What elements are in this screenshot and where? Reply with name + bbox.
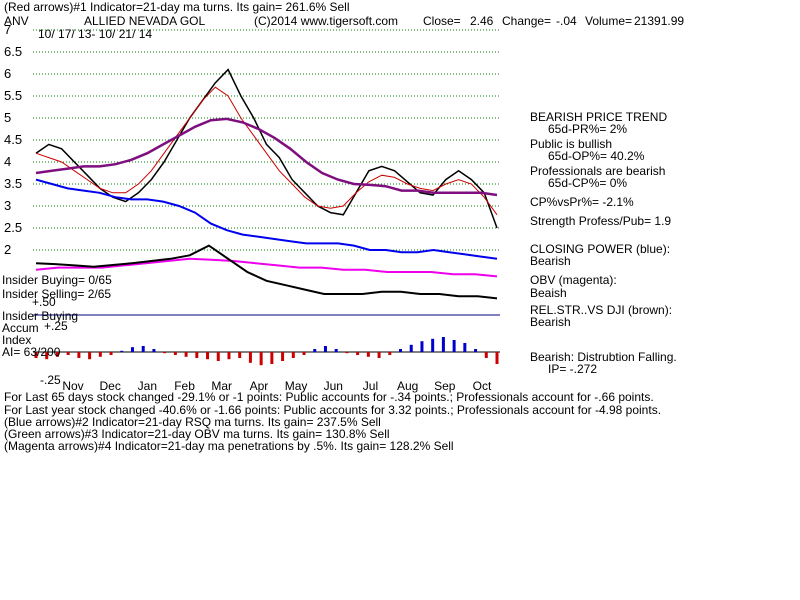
y-tick-label-1: 6.5 xyxy=(4,44,22,59)
relstr-title: REL.STR..VS DJI (brown): xyxy=(530,303,673,317)
trend-line: 65d-PR%= 2% xyxy=(548,122,628,136)
pros-line: 65d-CP%= 0% xyxy=(548,176,628,190)
pros-title: Professionals are bearish xyxy=(530,164,666,178)
x-tick-label-10: Sep xyxy=(434,379,456,393)
footer-line4: (Green arrows)#3 Indicator=21-day OBV ma… xyxy=(4,427,390,441)
ai-label: AI= 63/200 xyxy=(2,345,61,359)
footer-line1: For Last 65 days stock changed -29.1% or… xyxy=(4,390,654,404)
x-tick-label-2: Jan xyxy=(138,379,157,393)
volume-label: Volume= xyxy=(585,14,633,28)
ticker: ANV xyxy=(4,14,29,28)
public-title: Public is bullish xyxy=(530,137,613,151)
series-line-4 xyxy=(35,257,498,278)
footer-line2: For Last year stock changed -40.6% or -1… xyxy=(4,403,662,417)
y-tick-label-9: 2.5 xyxy=(4,220,22,235)
header-line1: (Red arrows)#1 Indicator=21-day ma turns… xyxy=(4,0,350,14)
series-line-0 xyxy=(35,68,498,229)
series-line-3 xyxy=(35,178,498,260)
accum-label: Accum xyxy=(2,321,39,335)
series-line-1 xyxy=(35,86,498,216)
x-tick-label-0: Nov xyxy=(62,379,83,393)
public-line: 65d-OP%= 40.2% xyxy=(548,149,645,163)
ip-line: IP= -.272 xyxy=(548,362,598,376)
x-tick-label-11: Oct xyxy=(473,379,492,393)
closing-power-value: Bearish xyxy=(530,254,571,268)
y-tick-label-6: 4 xyxy=(4,154,11,169)
series-line-5 xyxy=(35,244,498,300)
date-range: 10/ 17/ 13- 10/ 21/ 14 xyxy=(38,27,153,41)
y-tick-label-4: 5 xyxy=(4,110,11,125)
x-tick-label-5: Apr xyxy=(250,379,269,393)
y-tick-label-3: 5.5 xyxy=(4,88,22,103)
series-line-2 xyxy=(35,117,498,197)
trend-title: BEARISH PRICE TREND xyxy=(530,110,668,124)
y-tick-label-0: 7 xyxy=(4,22,11,37)
strength: Strength Profess/Pub= 1.9 xyxy=(530,214,672,228)
obv-value: Beaish xyxy=(530,286,567,300)
volume-value: 21391.99 xyxy=(634,14,685,28)
relstr-value: Bearish xyxy=(530,315,571,329)
x-tick-label-6: May xyxy=(285,379,308,393)
y-tick-label-10: 2 xyxy=(4,242,11,257)
axis-plus-25: +.25 xyxy=(44,319,68,333)
axis-minus-25: -.25 xyxy=(40,373,61,387)
change-value: -.04 xyxy=(556,14,577,28)
obv-title: OBV (magenta): xyxy=(530,273,617,287)
accumulation-index xyxy=(33,314,500,366)
y-tick-labels: 7 6.5 6 5.5 5 4.5 4 3.5 3 2.5 2 xyxy=(4,22,22,257)
axis-plus-50: +.50 xyxy=(32,295,56,309)
insider-buying-count: Insider Buying= 0/65 xyxy=(2,273,112,287)
x-tick-label-4: Mar xyxy=(211,379,232,393)
x-tick-labels: Nov Dec Jan Feb Mar Apr May Jun Jul Aug Sep Oct xyxy=(62,379,492,393)
y-tick-label-2: 6 xyxy=(4,66,11,81)
company-name: ALLIED NEVADA GOL xyxy=(84,14,206,28)
x-tick-label-7: Jun xyxy=(324,379,343,393)
insider-buying-label: Insider Buying xyxy=(2,309,79,323)
y-tick-label-7: 3.5 xyxy=(4,176,22,191)
x-tick-label-1: Dec xyxy=(100,379,121,393)
x-tick-label-9: Aug xyxy=(397,379,418,393)
footer-line5: (Magenta arrows)#4 Indicator=21-day ma p… xyxy=(4,439,454,453)
close-label: Close= xyxy=(423,14,461,28)
y-tick-label-8: 3 xyxy=(4,198,11,213)
close-value: 2.46 xyxy=(470,14,494,28)
cp-vs-pr: CP%vsPr%= -2.1% xyxy=(530,195,634,209)
index-label: Index xyxy=(2,333,32,347)
insider-selling-count: Insider Selling= 2/65 xyxy=(2,287,112,301)
y-tick-label-5: 4.5 xyxy=(4,132,22,147)
footer-line3: (Blue arrows)#2 Indicator=21-day RSQ ma … xyxy=(4,415,381,429)
chart-grid xyxy=(33,29,500,251)
series-layer xyxy=(35,68,498,300)
x-tick-label-8: Jul xyxy=(363,379,378,393)
closing-power-title: CLOSING POWER (blue): xyxy=(530,242,671,256)
x-tick-label-3: Feb xyxy=(174,379,195,393)
copyright: (C)2014 www.tigersoft.com xyxy=(254,14,399,28)
change-label: Change= xyxy=(502,14,552,28)
distribution-title: Bearish: Distrubtion Falling. xyxy=(530,350,677,364)
